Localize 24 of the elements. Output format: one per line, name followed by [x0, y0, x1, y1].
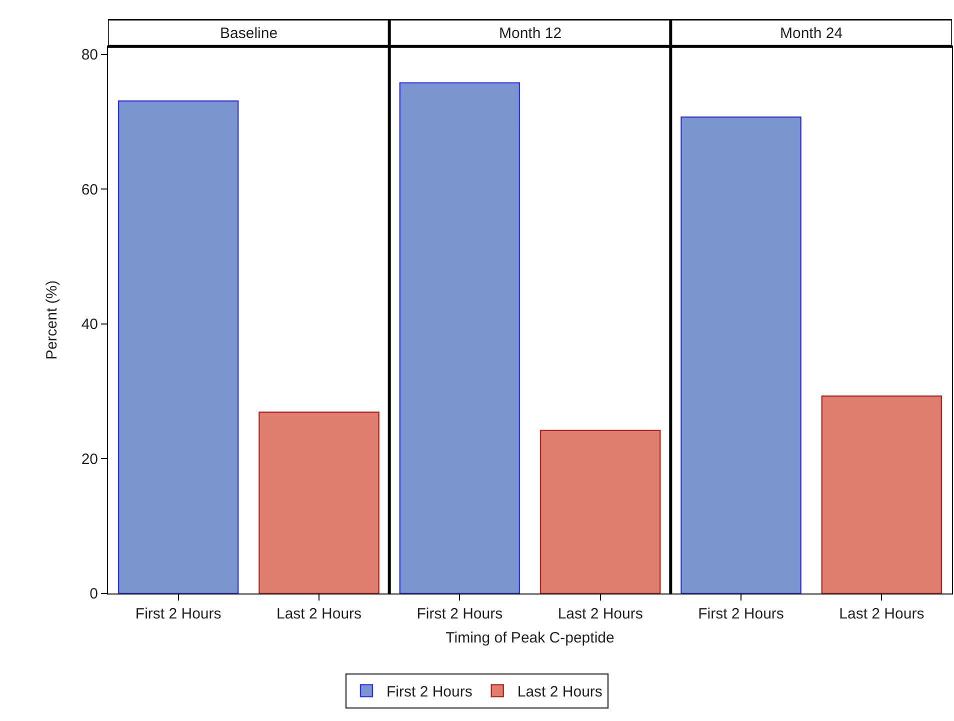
y-tick-label: 0: [90, 586, 98, 603]
y-tick-label: 40: [81, 316, 98, 334]
x-tick-label: Last 2 Hours: [558, 606, 643, 622]
x-tick-label: Last 2 Hours: [276, 606, 362, 622]
bar: [540, 430, 661, 594]
x-tick-label: First 2 Hours: [698, 606, 784, 622]
x-axis-title: Timing of Peak C-peptide: [446, 630, 614, 646]
text: Month 12: [499, 25, 562, 42]
bar: [680, 116, 802, 594]
y-tick-label: 60: [81, 181, 98, 198]
bar: [821, 395, 942, 594]
y-axis-title: Percent (%): [44, 280, 61, 360]
x-tick-label: Last 2 Hours: [839, 606, 924, 622]
y-tick-label: 20: [81, 450, 98, 468]
bar: [399, 82, 520, 594]
x-tick-label: First 2 Hours: [135, 606, 222, 622]
legend-label: First 2 Hours: [386, 684, 472, 701]
legend-label: Last 2 Hours: [517, 684, 602, 701]
bar: [118, 100, 239, 594]
bar: [258, 412, 380, 594]
text: Baseline: [220, 25, 278, 42]
text: Month 24: [780, 25, 843, 42]
x-tick-label: First 2 Hours: [416, 606, 503, 622]
y-tick-label: 80: [81, 46, 98, 64]
